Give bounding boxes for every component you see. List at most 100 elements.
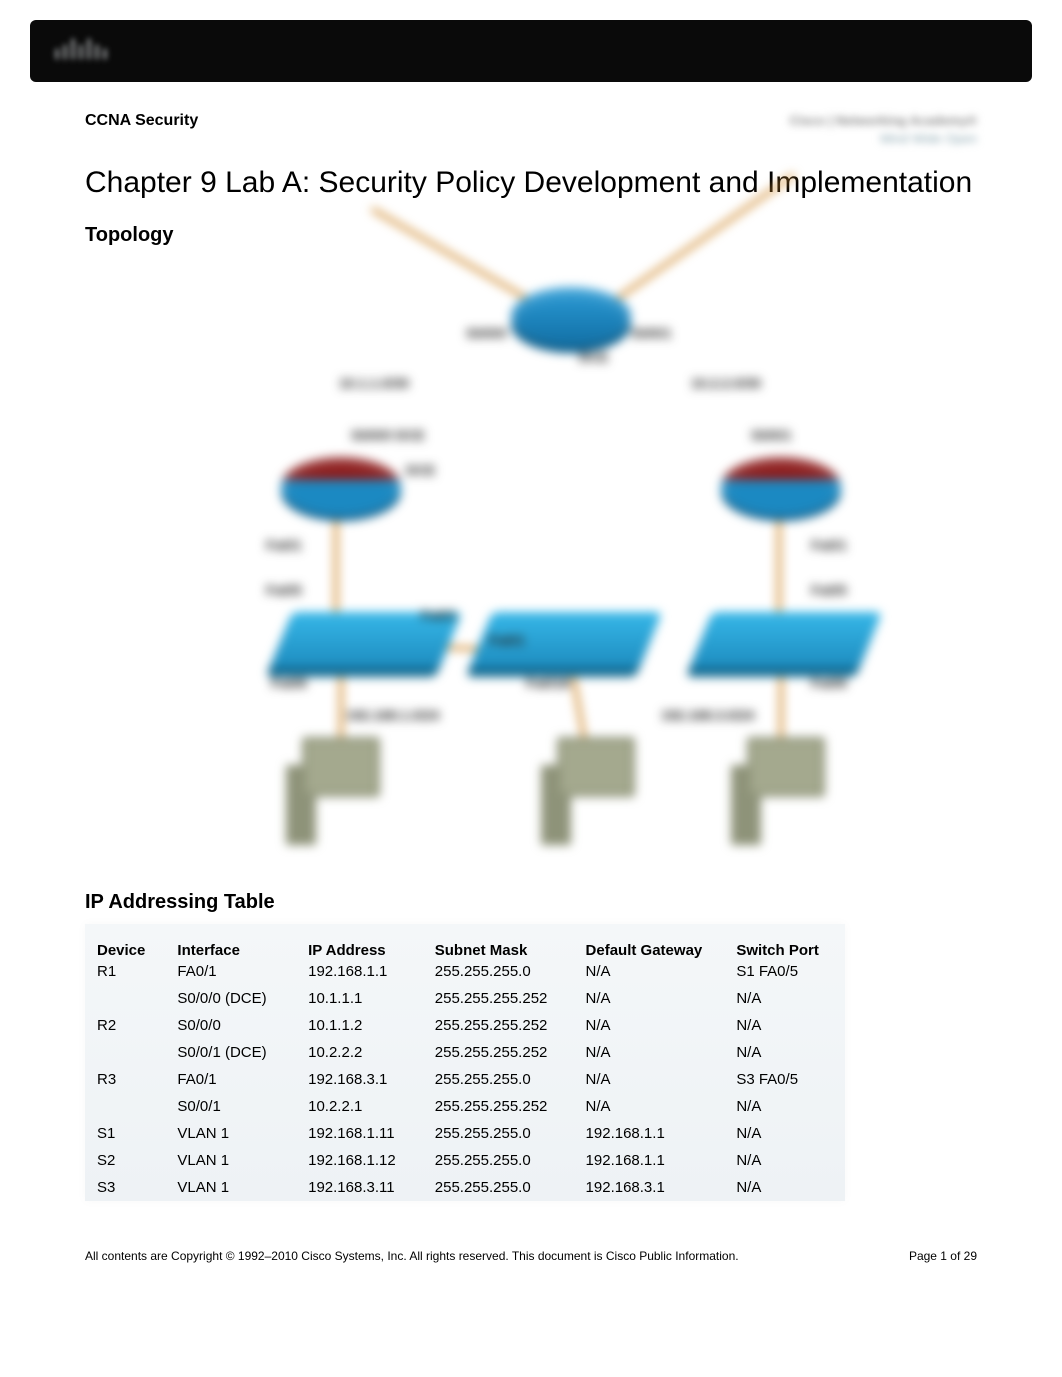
label-r1-dce: DCE — [406, 462, 436, 478]
section-iptable: IP Addressing Table — [30, 877, 1032, 924]
table-cell: N/A — [724, 1012, 845, 1039]
table-cell: 192.168.3.1 — [574, 1174, 725, 1201]
table-row: S0/0/0 (DCE)10.1.1.1255.255.255.252N/AN/… — [85, 985, 845, 1012]
table-cell: S3 FA0/5 — [724, 1066, 845, 1093]
label-wan2: 10.2.2.0/30 — [691, 375, 761, 391]
table-cell: S0/0/1 (DCE) — [165, 1039, 296, 1066]
col-device: Device — [85, 924, 165, 963]
table-row: S2VLAN 1192.168.1.12255.255.255.0192.168… — [85, 1147, 845, 1174]
label-s1-fa05: Fa0/5 — [266, 582, 302, 598]
table-cell: 10.1.1.2 — [296, 1012, 423, 1039]
table-cell: N/A — [724, 1174, 845, 1201]
label-r2-dce: DCE — [579, 349, 609, 365]
table-cell: VLAN 1 — [165, 1120, 296, 1147]
table-cell: 192.168.1.1 — [574, 1120, 725, 1147]
label-r2-s001: S0/0/1 — [631, 325, 671, 341]
table-cell: FA0/1 — [165, 963, 296, 985]
table-row: S0/0/110.2.2.1255.255.255.252N/AN/A — [85, 1093, 845, 1120]
table-cell: 192.168.1.11 — [296, 1120, 423, 1147]
router-r1-icon — [281, 457, 401, 515]
table-cell: N/A — [574, 963, 725, 985]
table-cell — [85, 1039, 165, 1066]
table-cell: VLAN 1 — [165, 1147, 296, 1174]
top-bar — [30, 20, 1032, 82]
table-cell: S2 — [85, 1147, 165, 1174]
switch-s3-icon — [690, 612, 882, 667]
table-cell: S0/0/0 (DCE) — [165, 985, 296, 1012]
table-cell: 255.255.255.0 — [423, 1147, 574, 1174]
table-cell: N/A — [724, 1093, 845, 1120]
table-cell — [85, 1093, 165, 1120]
table-cell: N/A — [574, 985, 725, 1012]
brand-line2: Mind Wide Open — [789, 130, 977, 148]
page-footer: All contents are Copyright © 1992–2010 C… — [30, 1201, 1032, 1263]
table-cell: 192.168.1.1 — [296, 963, 423, 985]
label-s1-fa06: Fa0/6 — [271, 675, 307, 691]
label-lan3: 192.168.3.0/24 — [661, 707, 754, 723]
header-row: CCNA Security Cisco | Networking Academy… — [30, 112, 1032, 148]
table-cell: 192.168.3.1 — [296, 1066, 423, 1093]
table-cell: N/A — [574, 1012, 725, 1039]
table-cell: R2 — [85, 1012, 165, 1039]
table-cell: S0/0/0 — [165, 1012, 296, 1039]
table-cell: 10.1.1.1 — [296, 985, 423, 1012]
table-cell: N/A — [574, 1039, 725, 1066]
table-cell: N/A — [574, 1093, 725, 1120]
table-header-row: Device Interface IP Address Subnet Mask … — [85, 924, 845, 963]
topology-diagram: S0/0/0 S0/0/1 DCE 10.1.1.0/30 10.2.2.0/3… — [30, 257, 1032, 877]
table-cell: VLAN 1 — [165, 1174, 296, 1201]
table-row: S0/0/1 (DCE)10.2.2.2255.255.255.252N/AN/… — [85, 1039, 845, 1066]
table-cell: 255.255.255.252 — [423, 1093, 574, 1120]
col-interface: Interface — [165, 924, 296, 963]
label-r1-s000: S0/0/0 DCE — [351, 427, 425, 443]
label-s3-fa05: Fa0/5 — [811, 582, 847, 598]
table-row: S3VLAN 1192.168.3.11255.255.255.0192.168… — [85, 1174, 845, 1201]
table-row: R3FA0/1192.168.3.1255.255.255.0N/AS3 FA0… — [85, 1066, 845, 1093]
table-cell: 10.2.2.2 — [296, 1039, 423, 1066]
router-r3-icon — [721, 457, 841, 515]
cisco-logo-icon — [52, 36, 108, 66]
pc-c-icon — [731, 737, 841, 847]
brand-block: Cisco | Networking Academy® Mind Wide Op… — [789, 112, 977, 148]
table-cell: 255.255.255.252 — [423, 1012, 574, 1039]
table-cell: N/A — [574, 1066, 725, 1093]
table-cell: 255.255.255.252 — [423, 985, 574, 1012]
label-r3-fa01: Fa0/1 — [811, 537, 847, 553]
table-cell: N/A — [724, 1147, 845, 1174]
addressing-table: Device Interface IP Address Subnet Mask … — [85, 924, 845, 1201]
table-cell: S1 — [85, 1120, 165, 1147]
label-r2-s000: S0/0/0 — [466, 325, 506, 341]
table-cell: N/A — [724, 985, 845, 1012]
table-cell: S3 — [85, 1174, 165, 1201]
col-gateway: Default Gateway — [574, 924, 725, 963]
section-topology: Topology — [30, 210, 1032, 257]
label-s3-fa06: Fa0/6 — [811, 675, 847, 691]
table-cell: N/A — [724, 1120, 845, 1147]
table-cell: S1 FA0/5 — [724, 963, 845, 985]
label-s1s2-a: Fa0/1 — [421, 607, 457, 623]
course-label: CCNA Security — [85, 112, 198, 130]
table-cell: 255.255.255.0 — [423, 963, 574, 985]
table-cell: 255.255.255.0 — [423, 1066, 574, 1093]
addressing-table-wrap: Device Interface IP Address Subnet Mask … — [30, 924, 1032, 1201]
table-cell — [85, 985, 165, 1012]
label-lan1: 192.168.1.0/24 — [346, 707, 439, 723]
table-row: R2S0/0/010.1.1.2255.255.255.252N/AN/A — [85, 1012, 845, 1039]
table-cell: 255.255.255.252 — [423, 1039, 574, 1066]
label-s2-fa18: Fa0/18 — [526, 675, 570, 691]
table-cell: FA0/1 — [165, 1066, 296, 1093]
table-cell: R3 — [85, 1066, 165, 1093]
footer-page: Page 1 of 29 — [909, 1249, 977, 1263]
footer-copyright: All contents are Copyright © 1992–2010 C… — [85, 1249, 739, 1263]
label-r1-fa01: Fa0/1 — [266, 537, 302, 553]
page-title: Chapter 9 Lab A: Security Policy Develop… — [30, 148, 1032, 210]
router-r2-icon — [511, 287, 631, 345]
pc-b-icon — [541, 737, 651, 847]
table-cell: R1 — [85, 963, 165, 985]
table-row: S1VLAN 1192.168.1.11255.255.255.0192.168… — [85, 1120, 845, 1147]
table-cell: N/A — [724, 1039, 845, 1066]
table-row: R1FA0/1192.168.1.1255.255.255.0N/AS1 FA0… — [85, 963, 845, 985]
table-cell: 255.255.255.0 — [423, 1120, 574, 1147]
pc-a-icon — [286, 737, 396, 847]
brand-line1: Cisco | Networking Academy® — [789, 112, 977, 130]
